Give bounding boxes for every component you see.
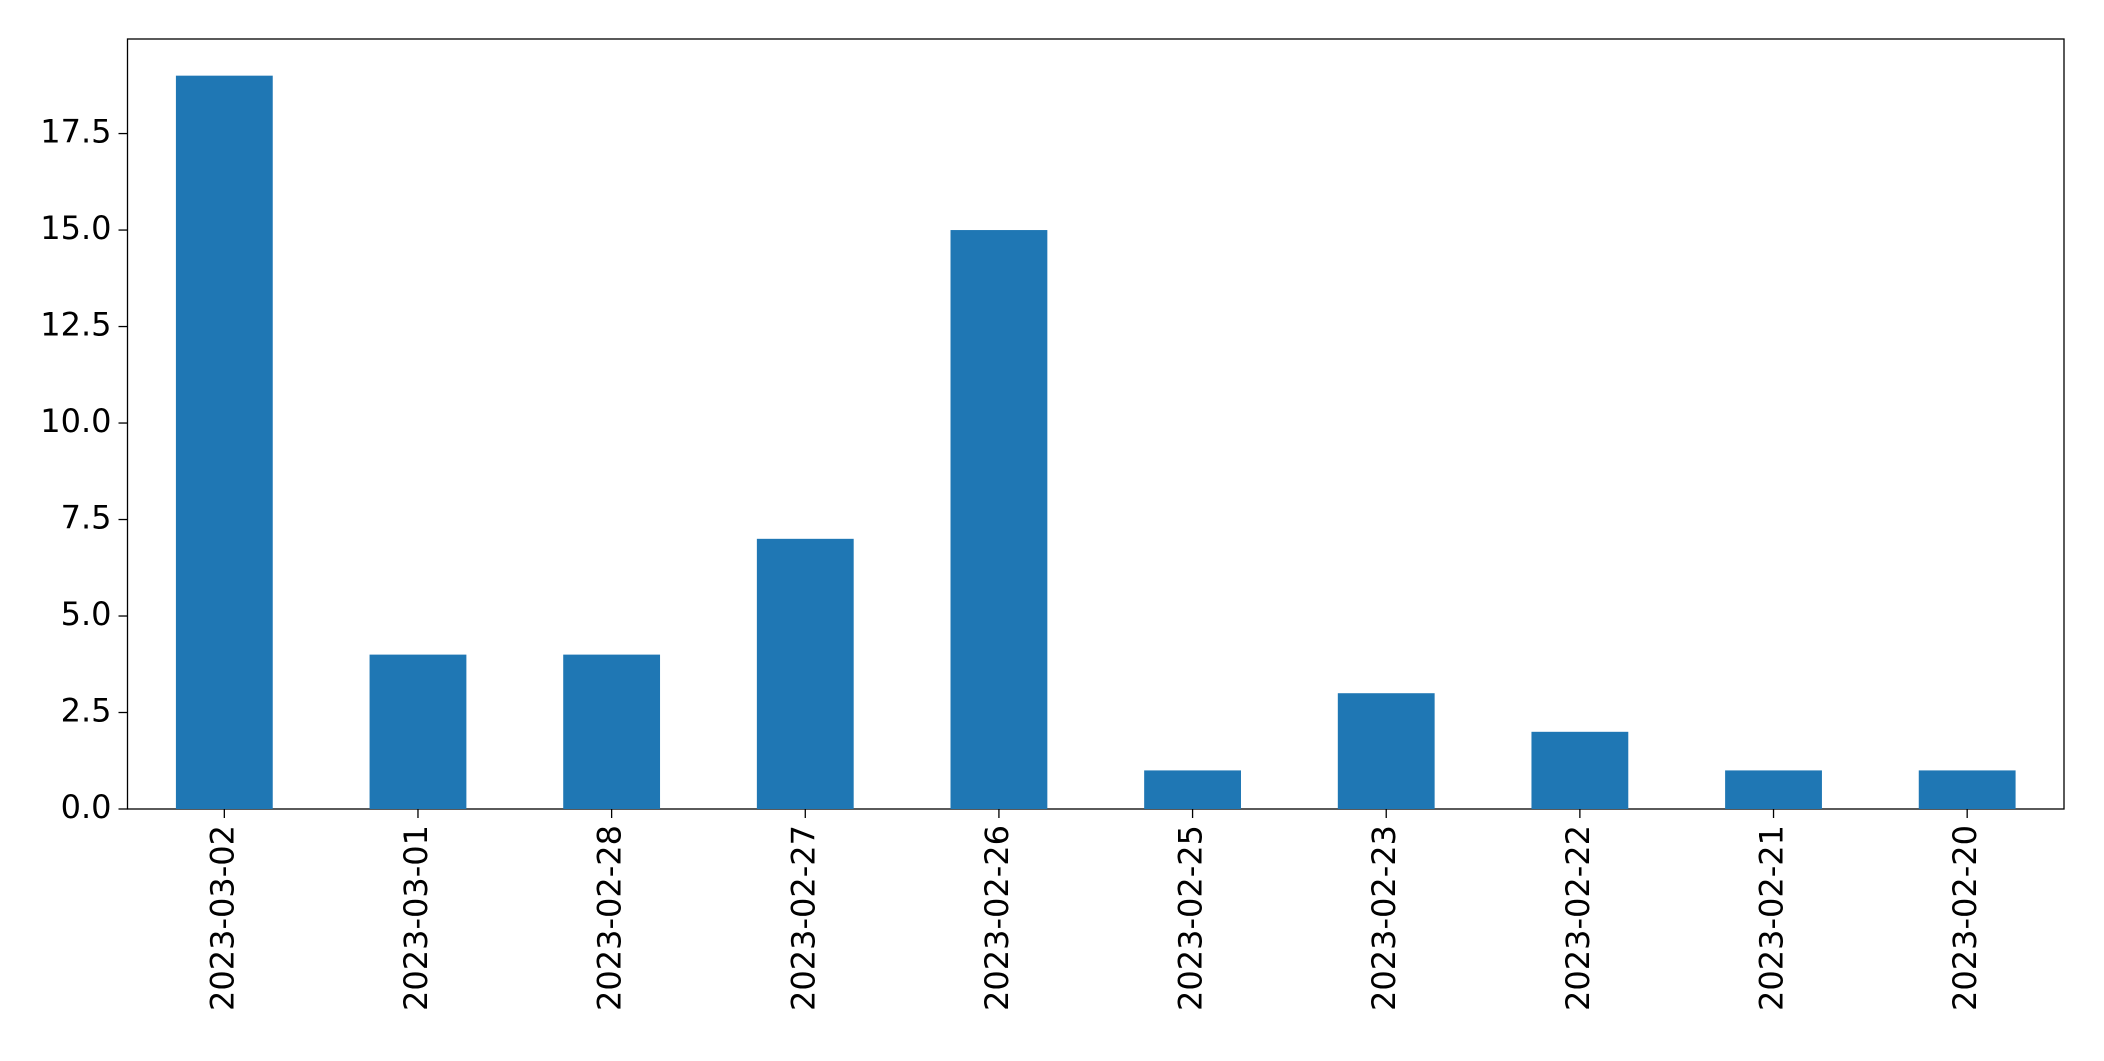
bar (950, 230, 1048, 810)
y-tick-label: 7.5 (61, 499, 112, 537)
x-tick-label: 2023-02-23 (1365, 825, 1403, 1011)
bar (1144, 770, 1241, 809)
y-tick-label: 0.0 (61, 788, 112, 826)
y-tick-label: 2.5 (61, 692, 112, 730)
y-tick-label: 5.0 (61, 595, 112, 633)
y-tick-label: 10.0 (40, 402, 111, 440)
plot-frame (126, 38, 2065, 810)
bar (1337, 693, 1435, 809)
bar (175, 75, 273, 809)
x-tick-label: 2023-02-26 (978, 825, 1016, 1011)
x-tick-label: 2023-02-25 (1172, 825, 1210, 1011)
bar (1531, 731, 1629, 809)
x-tick-label: 2023-02-21 (1753, 825, 1791, 1011)
bar (563, 654, 661, 809)
x-tick-label: 2023-02-27 (784, 825, 822, 1011)
x-tick-label: 2023-02-20 (1946, 825, 1984, 1011)
bar (756, 538, 854, 809)
x-tick-label: 2023-02-22 (1559, 825, 1597, 1011)
bar (369, 654, 467, 809)
x-tick-label: 2023-03-02 (203, 825, 241, 1011)
y-tick-label: 17.5 (40, 113, 111, 151)
bar (1725, 770, 1822, 809)
y-tick-label: 12.5 (40, 306, 111, 344)
x-tick-label: 2023-03-01 (397, 825, 435, 1011)
y-tick-label: 15.0 (40, 209, 111, 247)
bar (1918, 770, 2016, 809)
x-tick-label: 2023-02-28 (591, 825, 629, 1011)
